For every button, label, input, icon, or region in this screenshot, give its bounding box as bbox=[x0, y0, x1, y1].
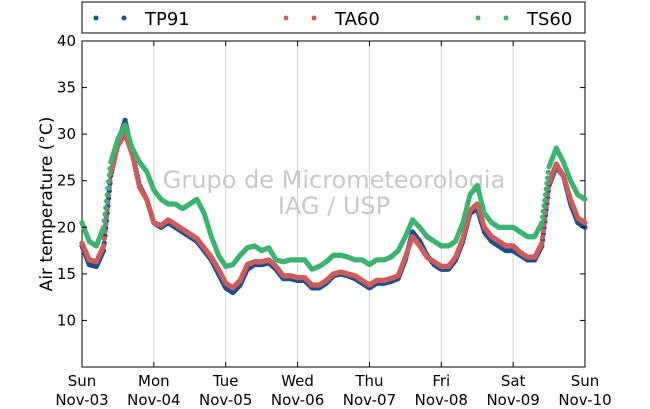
data-point bbox=[104, 192, 110, 198]
y-tick-label: 35 bbox=[57, 79, 76, 97]
legend-label-ts60: TS60 bbox=[526, 9, 572, 30]
data-point bbox=[105, 179, 112, 185]
grid-lines bbox=[153, 41, 514, 367]
legend-marker-ta60 bbox=[283, 15, 289, 21]
legend-marker-ts60 bbox=[503, 15, 509, 21]
y-tick-label: 20 bbox=[57, 218, 76, 236]
x-tick-label-date: Nov-06 bbox=[271, 391, 324, 409]
x-tick-label-day: Wed bbox=[281, 372, 314, 390]
legend: TP91 TA60 TS60 bbox=[81, 1, 586, 34]
watermark-line-2: IAG / USP bbox=[278, 192, 390, 220]
data-point bbox=[539, 220, 545, 226]
y-tick-label: 40 bbox=[57, 32, 76, 50]
x-tick-label-date: Nov-07 bbox=[343, 391, 396, 409]
data-point bbox=[101, 236, 107, 242]
data-point bbox=[105, 185, 111, 191]
series-points bbox=[79, 117, 588, 296]
data-point bbox=[101, 218, 107, 224]
axes: SunNov-03MonNov-04TueNov-05WedNov-06ThuN… bbox=[55, 32, 611, 409]
data-point bbox=[106, 172, 112, 178]
x-tick-label-date: Nov-08 bbox=[415, 391, 468, 409]
x-tick-label-day: Tue bbox=[212, 372, 239, 390]
y-tick-label: 25 bbox=[57, 172, 76, 190]
x-tick-label-day: Mon bbox=[138, 372, 170, 390]
data-point bbox=[582, 220, 588, 226]
watermark-line-1: Grupo de Micrometeorologia bbox=[163, 166, 505, 194]
x-tick-label-day: Sun bbox=[68, 372, 97, 390]
data-point bbox=[539, 240, 545, 246]
x-tick-label-date: Nov-04 bbox=[127, 391, 180, 409]
data-point bbox=[582, 196, 588, 202]
data-point bbox=[543, 186, 549, 192]
data-point bbox=[542, 192, 549, 198]
data-point bbox=[540, 234, 546, 240]
x-tick-label-day: Thu bbox=[354, 372, 383, 390]
data-point bbox=[545, 175, 551, 181]
x-tick-label-date: Nov-03 bbox=[55, 391, 108, 409]
data-point bbox=[545, 169, 551, 175]
data-point bbox=[103, 205, 109, 211]
legend-label-ta60: TA60 bbox=[334, 9, 380, 30]
legend-marker-tp91 bbox=[93, 15, 99, 21]
legend-label-tp91: TP91 bbox=[144, 9, 190, 30]
y-axis-label: Air temperature (°C) bbox=[37, 117, 57, 292]
x-tick-label-date: Nov-09 bbox=[486, 391, 539, 409]
legend-box bbox=[81, 1, 586, 34]
legend-marker-ta60 bbox=[311, 15, 317, 21]
data-point bbox=[541, 203, 547, 209]
data-point bbox=[542, 197, 548, 203]
x-tick-label-day: Sat bbox=[501, 372, 526, 390]
watermark: Grupo de Micrometeorologia IAG / USP bbox=[163, 166, 505, 220]
series-ts60 bbox=[79, 122, 588, 272]
data-point bbox=[102, 211, 108, 217]
x-tick-label-date: Nov-10 bbox=[558, 391, 611, 409]
y-tick-label: 30 bbox=[57, 125, 76, 143]
data-point bbox=[103, 198, 110, 204]
legend-marker-tp91 bbox=[121, 15, 127, 21]
y-tick-label: 15 bbox=[57, 265, 76, 283]
data-point bbox=[544, 180, 550, 187]
y-tick-label: 10 bbox=[57, 311, 76, 329]
x-tick-label-date: Nov-05 bbox=[199, 391, 252, 409]
x-tick-label-day: Sun bbox=[571, 372, 600, 390]
series-ta60 bbox=[79, 131, 588, 291]
data-point bbox=[100, 243, 107, 249]
data-point bbox=[540, 208, 546, 215]
data-point bbox=[540, 228, 546, 234]
data-point bbox=[540, 214, 546, 220]
data-point bbox=[100, 224, 107, 230]
data-point bbox=[107, 166, 113, 172]
legend-marker-ts60 bbox=[475, 15, 481, 21]
x-tick-label-day: Fri bbox=[432, 372, 450, 390]
